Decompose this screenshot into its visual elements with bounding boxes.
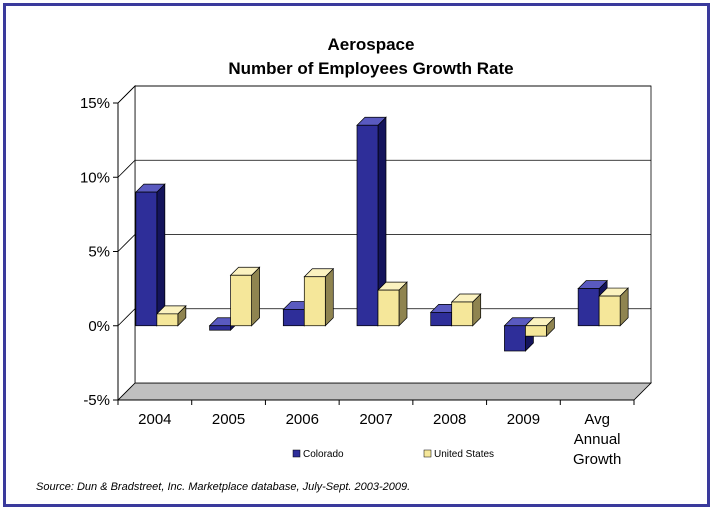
bar-united-states xyxy=(598,287,629,327)
x-tick-label: 2009 xyxy=(507,411,540,428)
bar-united-states xyxy=(450,293,482,327)
legend: Colorado United States xyxy=(292,449,494,460)
bar-colorado xyxy=(135,183,166,327)
x-tick-label: 2005 xyxy=(212,411,245,428)
x-tick-label: Avg Annual Growth xyxy=(573,411,621,468)
source-note: Source: Dun & Bradstreet, Inc. Marketpla… xyxy=(36,481,410,493)
legend-label-united-states: United States xyxy=(434,449,494,460)
bar-united-states xyxy=(229,266,261,327)
x-tick-labels: 2004 2005 2006 2007 2008 2009 Avg Annual Growth xyxy=(138,411,621,468)
y-tick-label: 5% xyxy=(88,244,110,261)
bar-united-states xyxy=(156,305,187,327)
gridline xyxy=(117,159,651,178)
bar-united-states xyxy=(377,281,408,327)
chart-title-line-1: Aerospace xyxy=(328,35,415,54)
y-tick-labels: 15% 10% 5% 0% -5% xyxy=(80,95,110,409)
chart-axes xyxy=(113,102,635,405)
chart-floor xyxy=(117,382,652,401)
x-tick-label: 2007 xyxy=(359,411,392,428)
chart-gridlines xyxy=(117,85,651,327)
y-tick-label: -5% xyxy=(83,392,110,409)
y-tick-label: 0% xyxy=(88,318,110,335)
bar-colorado xyxy=(356,116,387,327)
bar-united-states xyxy=(524,316,556,337)
legend-swatch-colorado xyxy=(292,449,301,458)
x-tick-label: 2008 xyxy=(433,411,466,428)
y-tick-label: 10% xyxy=(80,169,110,186)
gridline xyxy=(117,85,651,104)
y-tick-label: 15% xyxy=(80,95,110,112)
chart-title-line-2: Number of Employees Growth Rate xyxy=(228,59,513,78)
legend-label-colorado: Colorado xyxy=(303,449,344,460)
bar-united-states xyxy=(303,267,335,327)
legend-swatch-united-states xyxy=(423,449,432,458)
chart-floor-plane xyxy=(117,382,652,401)
gridline xyxy=(117,234,651,252)
chart-bars xyxy=(135,116,629,352)
x-tick-label: 2006 xyxy=(286,411,319,428)
x-tick-label: 2004 xyxy=(138,411,171,428)
